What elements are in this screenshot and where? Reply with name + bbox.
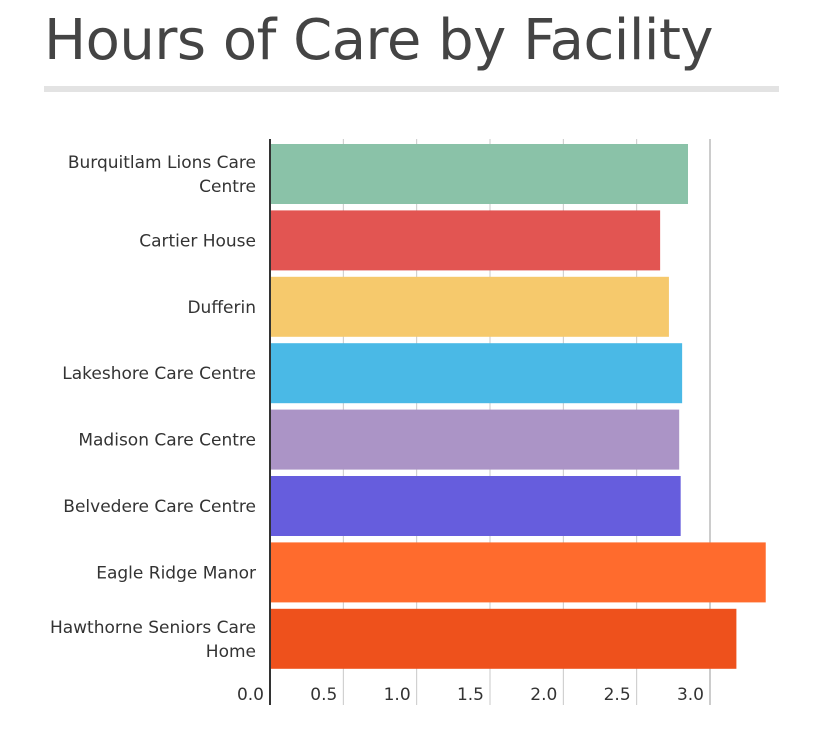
bars — [270, 144, 766, 669]
x-tick-label: 0.5 — [310, 685, 337, 705]
bar — [270, 542, 766, 603]
bar — [270, 409, 680, 470]
category-label: Madison Care Centre — [78, 431, 256, 451]
x-tick-label: 1.0 — [384, 685, 411, 705]
category-label: Eagle Ridge Manor — [96, 563, 256, 583]
category-label-line: Home — [206, 642, 256, 662]
category-label-line: Madison Care Centre — [78, 431, 256, 451]
bar — [270, 476, 681, 536]
bar — [270, 144, 688, 204]
x-tick-labels: 0.0 0.5 1.0 1.5 2.0 2.5 3.0 — [237, 685, 704, 705]
bar — [270, 343, 683, 404]
bar — [270, 276, 669, 337]
category-label-line: Lakeshore Care Centre — [62, 364, 256, 384]
title-divider — [44, 86, 779, 92]
chart-title: Hours of Care by Facility — [44, 8, 714, 73]
bar — [270, 210, 661, 271]
category-label-line: Eagle Ridge Manor — [96, 563, 256, 583]
category-label: Burquitlam Lions Care Centre — [68, 153, 256, 197]
category-label-line: Dufferin — [187, 298, 256, 318]
x-tick-label: 1.5 — [457, 685, 484, 705]
bar — [270, 608, 737, 669]
category-label-line: Cartier House — [139, 231, 256, 251]
x-tick-label: 2.0 — [530, 685, 557, 705]
category-label-line: Burquitlam Lions Care — [68, 153, 256, 173]
category-label: Belvedere Care Centre — [63, 497, 256, 517]
category-label: Cartier House — [139, 231, 256, 251]
category-label-line: Hawthorne Seniors Care — [50, 618, 256, 638]
category-label: Dufferin — [187, 298, 256, 318]
category-label-line: Centre — [199, 177, 256, 197]
x-tick-label: 0.0 — [237, 685, 264, 705]
category-label-line: Belvedere Care Centre — [63, 497, 256, 517]
category-label: Hawthorne Seniors Care Home — [50, 618, 256, 662]
x-tick-label: 2.5 — [604, 685, 631, 705]
category-label: Lakeshore Care Centre — [62, 364, 256, 384]
category-labels: Burquitlam Lions Care Centre Cartier House… — [50, 153, 256, 662]
x-tick-label: 3.0 — [677, 685, 704, 705]
